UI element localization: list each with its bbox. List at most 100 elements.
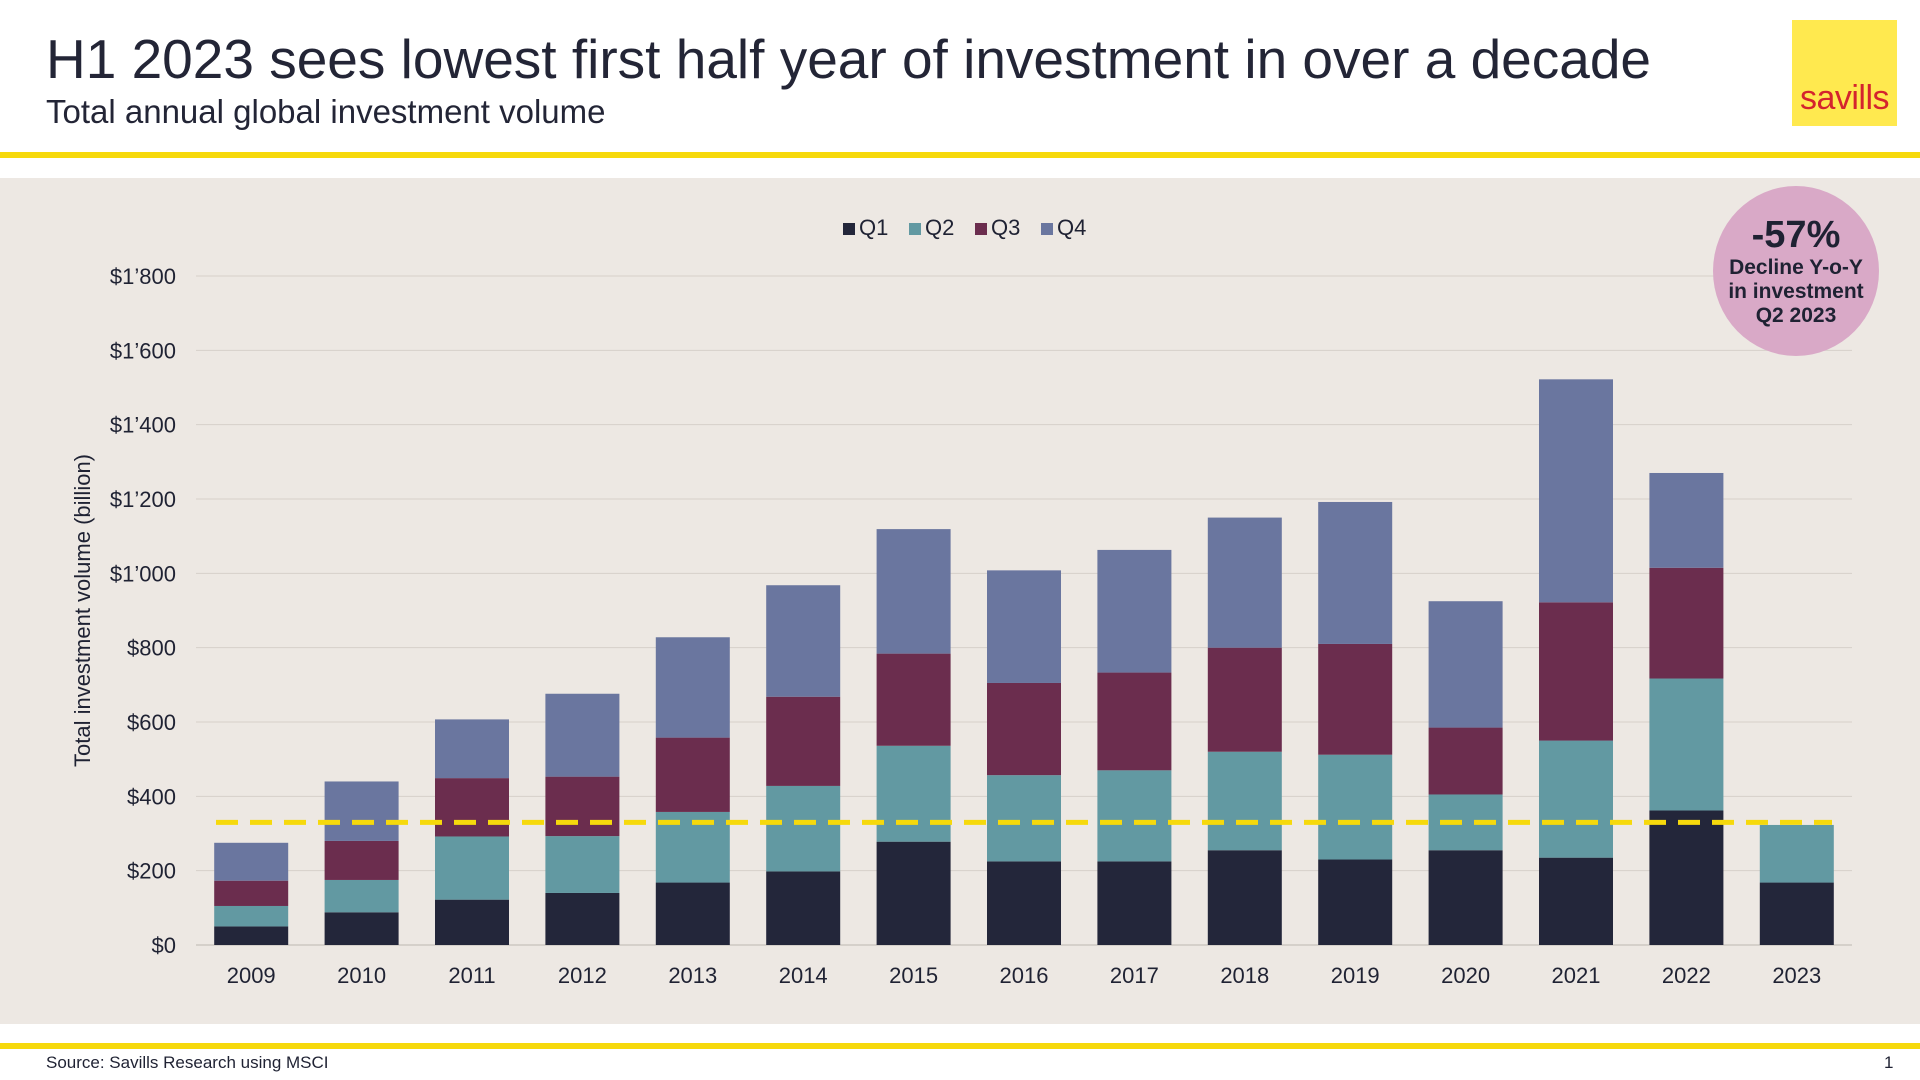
bar-q3-2017 — [1097, 672, 1172, 771]
y-tick-label: $1’200 — [110, 487, 176, 512]
callout-line-2: in investment — [1728, 280, 1864, 303]
bar-q3-2012 — [545, 776, 620, 837]
bar-q3-2020 — [1428, 727, 1503, 795]
bar-q3-2009 — [214, 880, 289, 906]
bar-q2-2021 — [1539, 740, 1613, 858]
x-tick-label: 2012 — [558, 963, 607, 988]
bar-q1-2016 — [987, 861, 1061, 945]
bar-q3-2015 — [876, 653, 951, 746]
x-tick-label: 2015 — [889, 963, 938, 988]
x-tick-label: 2013 — [668, 963, 717, 988]
x-tick-label: 2018 — [1220, 963, 1269, 988]
bar-q4-2015 — [876, 529, 951, 654]
bar-q1-2021 — [1539, 857, 1613, 945]
bar-q3-2021 — [1539, 602, 1613, 741]
bar-q3-2014 — [766, 696, 841, 786]
x-tick-label: 2019 — [1331, 963, 1380, 988]
x-tick-label: 2022 — [1662, 963, 1711, 988]
bar-q1-2014 — [766, 871, 841, 945]
x-tick-label: 2014 — [779, 963, 828, 988]
legend-swatch-q2 — [909, 223, 921, 235]
logo-text: savills — [1799, 79, 1890, 117]
y-tick-label: $0 — [152, 933, 176, 958]
bar-q1-2017 — [1097, 861, 1172, 945]
x-tick-label: 2020 — [1441, 963, 1490, 988]
legend-label-q4: Q4 — [1057, 215, 1086, 240]
bar-q2-2015 — [876, 745, 951, 842]
bar-q2-2016 — [987, 775, 1061, 862]
bar-q1-2009 — [214, 926, 289, 945]
bar-q2-2012 — [545, 836, 620, 893]
bar-q1-2015 — [876, 841, 951, 945]
bar-q2-2023 — [1759, 824, 1834, 883]
bar-q1-2018 — [1207, 850, 1282, 945]
legend-swatch-q4 — [1041, 223, 1053, 235]
y-tick-label: $1’800 — [110, 264, 176, 289]
callout-line-3: Q2 2023 — [1755, 304, 1837, 327]
y-tick-label: $800 — [127, 636, 176, 661]
bar-q4-2020 — [1428, 601, 1503, 728]
bar-q3-2018 — [1207, 647, 1282, 752]
bar-q4-2012 — [545, 693, 620, 777]
legend-label-q3: Q3 — [991, 215, 1020, 240]
y-tick-label: $200 — [127, 859, 176, 884]
bar-q2-2017 — [1097, 770, 1172, 862]
bar-q1-2012 — [545, 892, 620, 945]
bottom-rule — [0, 1043, 1920, 1049]
page-title: H1 2023 sees lowest first half year of i… — [46, 28, 1652, 90]
bar-q3-2016 — [987, 682, 1061, 776]
bar-q2-2010 — [324, 879, 399, 913]
bar-q2-2009 — [214, 905, 289, 927]
bar-q4-2011 — [435, 719, 509, 779]
bar-q3-2022 — [1649, 567, 1724, 679]
y-axis-label: Total investment volume (billion) — [70, 454, 95, 767]
bar-q4-2009 — [214, 842, 289, 881]
y-tick-label: $600 — [127, 710, 176, 735]
bar-q4-2010 — [324, 781, 399, 841]
bar-q4-2021 — [1539, 379, 1613, 603]
bar-q2-2022 — [1649, 678, 1724, 811]
bar-q4-2022 — [1649, 472, 1724, 568]
bar-q1-2010 — [324, 912, 399, 945]
bar-q1-2022 — [1649, 810, 1724, 945]
x-tick-label: 2016 — [1000, 963, 1049, 988]
bar-q2-2018 — [1207, 751, 1282, 851]
source-note: Source: Savills Research using MSCI — [46, 1053, 329, 1072]
bar-q1-2013 — [655, 882, 730, 945]
x-tick-label: 2011 — [448, 963, 495, 988]
page-subtitle: Total annual global investment volume — [46, 93, 606, 130]
legend-swatch-q3 — [975, 223, 987, 235]
y-tick-label: $1’600 — [110, 338, 176, 363]
bar-q1-2011 — [435, 899, 509, 945]
bar-q1-2020 — [1428, 850, 1503, 945]
x-tick-label: 2017 — [1110, 963, 1159, 988]
bar-q3-2010 — [324, 840, 399, 880]
callout-line-1: Decline Y-o-Y — [1729, 256, 1863, 279]
y-tick-label: $1’000 — [110, 561, 176, 586]
bar-q3-2011 — [435, 778, 509, 837]
bar-q4-2017 — [1097, 549, 1172, 673]
top-rule — [0, 152, 1920, 158]
x-tick-label: 2009 — [227, 963, 276, 988]
bar-q2-2011 — [435, 836, 509, 900]
x-tick-label: 2023 — [1772, 963, 1821, 988]
legend-label-q2: Q2 — [925, 215, 954, 240]
bar-q4-2019 — [1318, 501, 1393, 644]
bar-q1-2019 — [1318, 859, 1393, 945]
bar-q4-2018 — [1207, 517, 1282, 648]
bar-q2-2014 — [766, 785, 841, 872]
y-tick-label: $400 — [127, 784, 176, 809]
stacked-bar-chart: $0 $200 $400 $600 $800 $1’000 $1’200 $1’400 $1’6… — [70, 215, 1852, 988]
legend-label-q1: Q1 — [859, 215, 888, 240]
savills-logo: savills — [1792, 20, 1897, 126]
page-number: 1 — [1884, 1053, 1894, 1072]
bar-q4-2013 — [655, 637, 730, 738]
legend-swatch-q1 — [843, 223, 855, 235]
callout-bubble: -57% Decline Y-o-Y in investment Q2 2023 — [1713, 186, 1879, 356]
chart-panel: $0 $200 $400 $600 $800 $1’000 $1’200 $1’400 $1’6… — [0, 178, 1920, 1024]
bar-q1-2023 — [1759, 882, 1834, 945]
bar-q4-2016 — [987, 570, 1061, 683]
bar-q3-2019 — [1318, 643, 1393, 755]
bar-q4-2014 — [766, 585, 841, 697]
x-tick-label: 2010 — [337, 963, 386, 988]
